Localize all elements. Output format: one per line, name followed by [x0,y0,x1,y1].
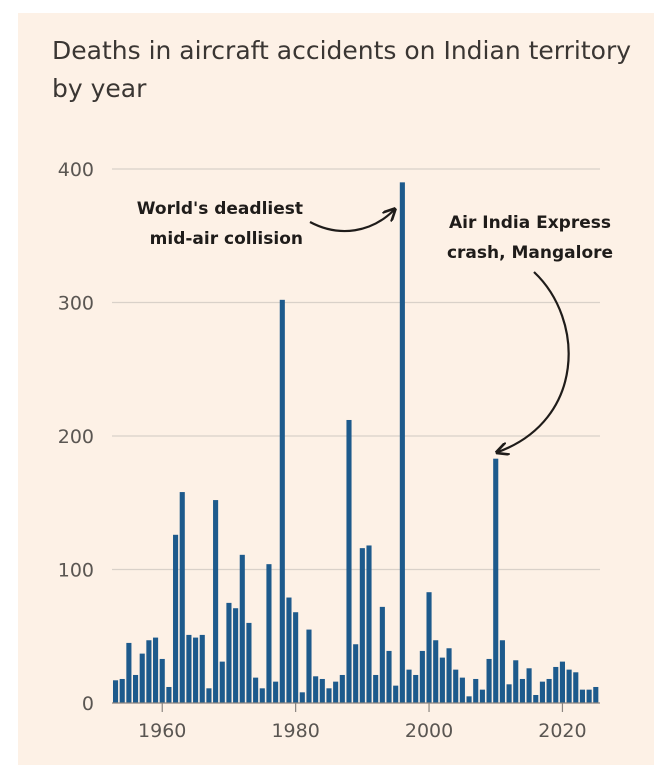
bar [373,674,379,703]
bar [553,666,559,703]
bar [126,642,132,703]
chart-card [18,13,654,765]
bar [299,692,305,703]
bar [179,492,185,703]
bar [379,606,385,703]
bar [293,612,299,703]
bar [173,534,179,703]
annotations: World's deadliest mid-air collision Air In… [137,199,613,452]
bar [446,648,452,703]
annotation-arrow [309,210,394,233]
bar [419,650,425,703]
bar [186,634,192,703]
bar [559,661,565,703]
bar [593,686,599,703]
bar [459,677,465,703]
bar [193,637,199,703]
bar [453,669,459,704]
bar [166,686,172,703]
bar [146,640,152,703]
bar [399,182,405,704]
bar [133,674,139,703]
bar [426,592,432,703]
bar [259,688,265,703]
annotation-label: World's deadliest [137,199,303,219]
bar [226,602,232,704]
bar [253,677,259,703]
bar [213,500,219,703]
annotation-arrow [498,271,570,452]
bar [539,681,545,703]
bar [353,644,359,703]
bar [199,634,205,703]
bar [333,681,339,703]
y-tick-label: 0 [82,693,94,715]
bar [339,674,345,703]
bar [359,548,365,703]
gridlines [112,168,600,571]
bar [326,688,332,703]
bar [506,684,512,703]
bar [153,637,159,703]
bar [573,672,579,703]
annotation-label: Air India Express [449,213,611,233]
bar [219,661,225,703]
bar [393,685,399,703]
bar [466,696,472,703]
bar [486,658,492,703]
bar [499,640,505,703]
bar [546,678,552,703]
y-tick-label: 300 [58,293,94,315]
bar [513,660,519,703]
x-tick-label: 2020 [538,720,586,742]
annotation-label: crash, Mangalore [447,243,613,263]
bar [346,419,352,703]
chart-title: Deaths in aircraft accidents on Indian t… [52,36,632,103]
bar [266,564,272,703]
bar [439,657,445,703]
bar [306,629,312,703]
bar [319,678,325,703]
x-tick-label: 1980 [271,720,319,742]
bar [273,681,279,703]
x-tick-label: 2000 [405,720,453,742]
bar [566,669,572,704]
axes: 0 100 200 300 400 1960 1980 2000 2020 [58,159,600,742]
bar [113,680,119,703]
bar [206,688,212,703]
y-tick-label: 200 [58,426,94,448]
bar [279,299,285,703]
bar [479,689,485,703]
bar [473,678,479,703]
bar [493,458,499,703]
bar [139,653,145,703]
y-tick-label: 400 [58,159,94,181]
bar [519,678,525,703]
bar [246,622,252,703]
bar [526,668,532,703]
bar [406,669,412,704]
bar [286,597,292,703]
bar [159,658,165,703]
bar [233,608,239,703]
y-tick-label: 100 [58,560,94,582]
bar [239,554,245,703]
bar [313,676,319,703]
bar [533,694,539,703]
annotation-label: mid-air collision [150,229,303,249]
bar [366,545,372,703]
x-tick-label: 1960 [138,720,186,742]
bar [386,650,392,703]
bar [586,689,592,703]
bar [119,678,125,703]
bar [579,689,585,703]
bars [113,182,599,704]
bar [433,640,439,703]
bar [413,674,419,703]
